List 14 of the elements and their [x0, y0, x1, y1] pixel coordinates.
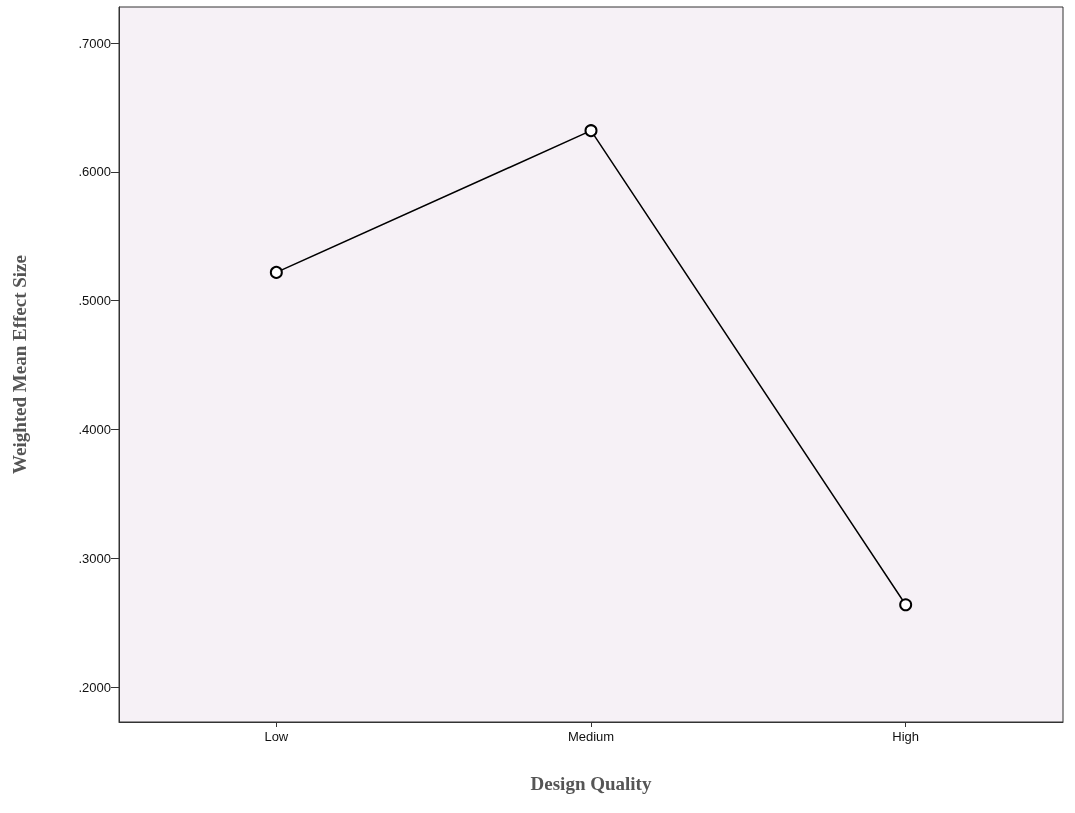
- y-tick-label: .4000: [78, 422, 111, 438]
- y-axis-title: Weighted Mean Effect Size: [9, 255, 30, 474]
- y-tick-label: .6000: [78, 164, 111, 180]
- y-tick-label: .3000: [78, 550, 111, 566]
- point: [269, 265, 283, 279]
- point: [584, 124, 598, 138]
- x-tick-label: Medium: [567, 729, 615, 744]
- x-tick-label: High: [892, 729, 920, 744]
- y-tick-label: .5000: [78, 293, 111, 309]
- x-tick-label: Low: [264, 729, 289, 744]
- y-tick-label: .7000: [78, 35, 111, 51]
- y-tick-label: .2000: [78, 679, 111, 695]
- point: [899, 598, 913, 612]
- x-axis-title: Design Quality: [530, 773, 652, 794]
